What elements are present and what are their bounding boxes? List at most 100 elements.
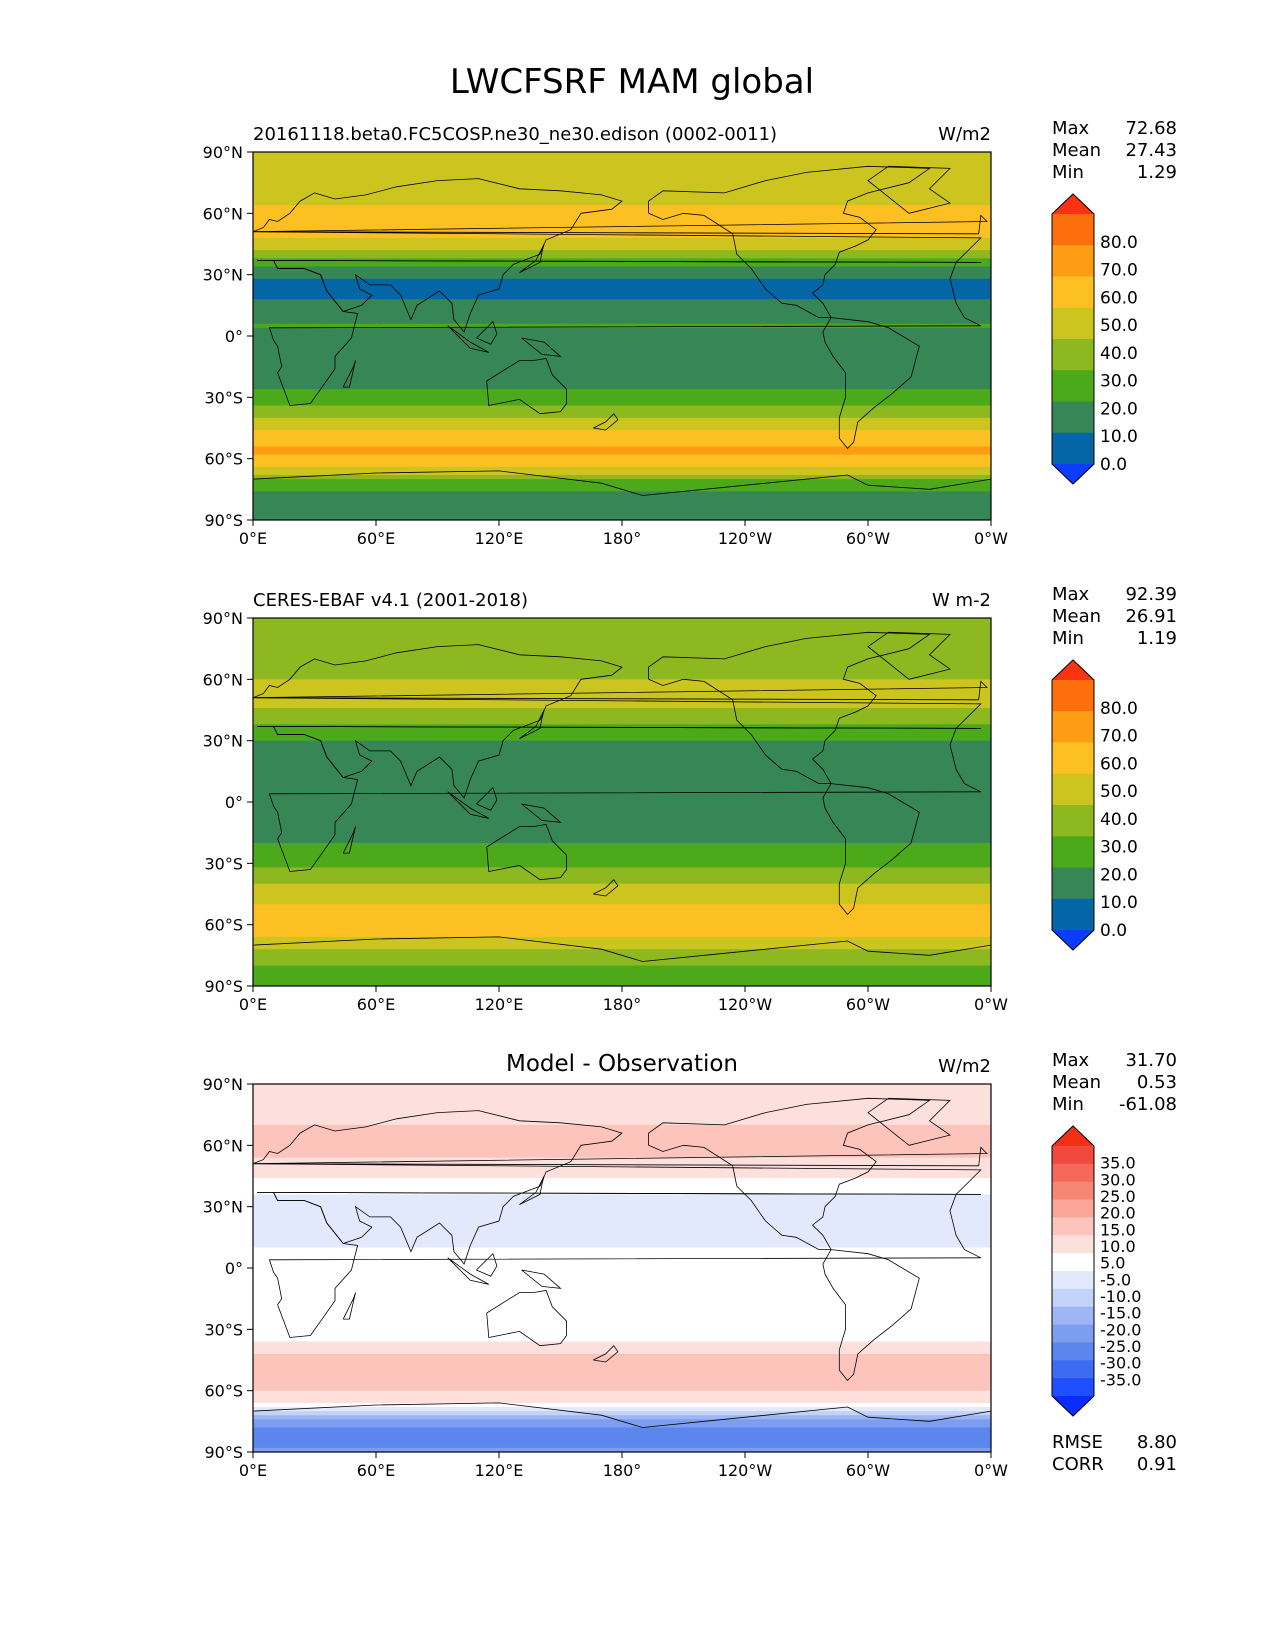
coastline [253,644,982,799]
coastline [253,1146,988,1167]
colorbar-extend-max [1052,660,1094,680]
field-band [253,646,991,652]
field-band [253,793,991,799]
colorbar-label: 30.0 [1100,372,1138,392]
field-band [253,311,991,317]
field-band [253,1124,991,1130]
field-band [253,1084,991,1089]
colorbar-label: 5.0 [1100,1254,1125,1273]
field-band [253,458,991,464]
field-band [253,1149,991,1155]
panel-difference: Model - Observation W/m2 0°E 60°E 120°E 180… [203,1050,1177,1480]
coastline [253,680,988,701]
field-band [253,863,991,869]
field-band [253,430,991,435]
coastline [257,726,981,872]
coastline [253,1402,991,1428]
coastline [521,1269,562,1289]
field-band [253,278,991,284]
y-tick-label: 60°S [204,1382,243,1401]
field-band [253,761,991,766]
coastline [867,1097,951,1146]
field-band [253,380,991,386]
field-band [253,1100,991,1106]
field-band [253,1378,991,1384]
metric-corr-label: CORR [1052,1454,1104,1475]
colorbar-segment [1052,805,1094,837]
field-band [253,352,991,358]
coastline [342,1292,356,1320]
colorbar-extend-max [1052,194,1094,214]
field-band [253,626,991,631]
colorbar-label: 50.0 [1100,782,1138,802]
field-band [253,1243,991,1249]
field-band [253,1272,991,1277]
field-band [253,728,991,734]
field-band [253,658,991,664]
coastline [867,631,951,680]
map-field-difference [253,1084,991,1452]
field-band [253,744,991,750]
stat-mean-label: Mean [1052,606,1101,627]
field-band [253,499,991,505]
colorbar-segment [1052,214,1094,246]
field-band [253,291,991,296]
map-field-observation [253,618,991,986]
field-band [253,732,991,738]
field-band [253,389,991,394]
colorbar-segment [1052,742,1094,775]
coastline [822,1249,920,1381]
stat-min-label: Min [1052,628,1084,649]
field-band [253,503,991,509]
coastline [447,791,489,819]
y-tick-label: 60°N [203,670,243,689]
field-band [253,675,991,680]
field-band [253,1247,991,1253]
field-band [253,434,991,439]
coastline [253,214,988,235]
field-band [253,912,991,918]
field-band [253,336,991,341]
field-band [253,703,991,709]
coastline [519,243,545,273]
field-band [253,152,991,157]
field-band [253,1427,991,1433]
field-band [253,859,991,864]
field-band [253,1169,991,1175]
field-band [253,393,991,398]
metric-rmse-label: RMSE [1052,1432,1103,1453]
field-band [253,1337,991,1343]
field-band [253,1411,991,1416]
colorbar-segment [1052,1253,1094,1272]
colorbar-label: 20.0 [1100,399,1138,419]
field-band [253,1108,991,1114]
colorbar-outline [1051,659,1095,951]
colorbar-label: -25.0 [1100,1337,1141,1356]
field-band [253,797,991,803]
x-tick-label: 0°E [239,1461,267,1480]
field-band [253,724,991,729]
field-band [253,1116,991,1122]
colorbar-segment [1052,836,1094,868]
colorbar-segment [1052,680,1094,712]
field-band [253,368,991,374]
field-band [253,810,991,815]
field-band [253,274,991,280]
stat-mean-value: 27.43 [1125,140,1177,161]
colorbar-label: -20.0 [1100,1320,1141,1339]
colorbar-segment [1052,773,1094,806]
stat-max-label: Max [1052,118,1090,139]
coastline [476,786,498,811]
field-band [253,172,991,178]
field-band [253,507,991,513]
x-axis-difference: 0°E 60°E 120°E 180° 120°W 60°W 0°W [239,1452,1008,1480]
field-band [253,1333,991,1339]
stat-min-value: 1.19 [1137,628,1177,649]
x-tick-label: 120°E [475,995,524,1014]
field-band [253,671,991,676]
colorbar-label: 0.0 [1100,455,1127,475]
field-band [253,479,991,484]
colorbar-label: 30.0 [1100,1170,1136,1189]
field-band [253,1312,991,1318]
colorbar-segment [1052,307,1094,340]
